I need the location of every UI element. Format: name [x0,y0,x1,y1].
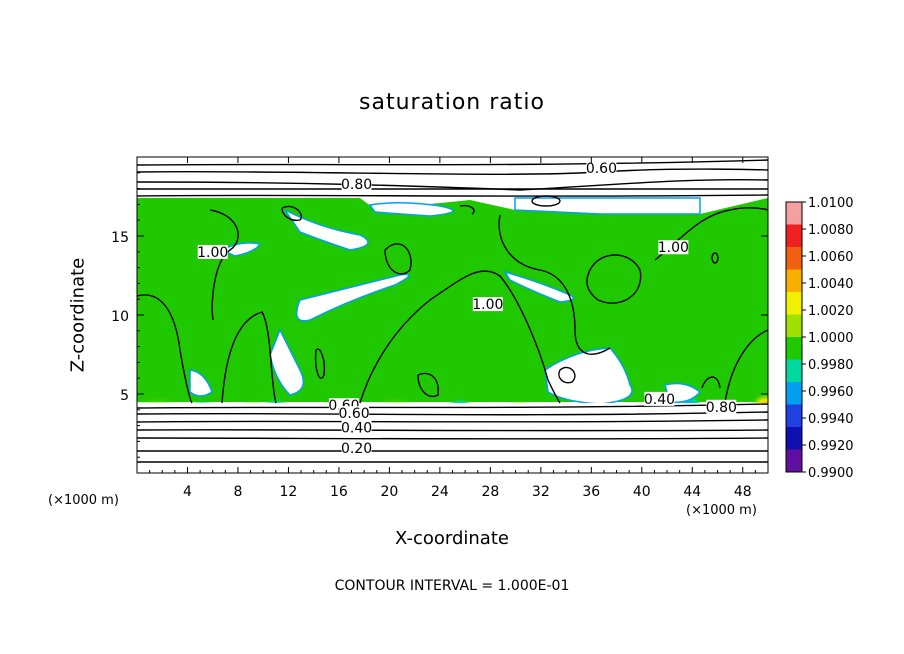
contour-label-bg [339,406,370,421]
x-tick-label: 44 [683,484,701,500]
contour-lines [137,159,768,464]
x-tick-label: 16 [330,484,348,500]
colorbar-tick-label: 1.0000 [808,331,854,346]
contour-label-bg [644,391,675,406]
colorbar-swatch [786,382,802,405]
x-tick-label: 28 [481,484,499,500]
contour-label: 1.00 [472,297,503,313]
contour-label: 0.80 [706,400,737,416]
colorbar-swatch [786,427,802,450]
colorbar-swatch [786,202,802,225]
x-axis-label: X-coordinate [395,528,509,549]
contour-label-bg [341,177,372,192]
contour-label-bg [472,297,503,312]
colorbar-tick-label: 1.0040 [808,277,854,292]
colorbar-tick-label: 1.0020 [808,304,854,319]
contour-label-bg [341,420,372,435]
y-tick-label: 10 [111,309,129,325]
contour-label-bg [586,161,617,176]
x-tick-label: 32 [532,484,550,500]
colorbar-tick-label: 0.9920 [808,439,854,454]
colorbar-tick-label: 0.9980 [808,358,854,373]
colorbar-tick-label: 1.0060 [808,250,854,265]
colorbar-swatch [786,404,802,428]
contour-label-bg [658,240,689,255]
y-axis-ticks: 5 10 15 [111,172,768,458]
chart-title: saturation ratio [359,90,545,115]
colorbar-swatch [786,449,802,473]
colorbar-tick-label: 0.9940 [808,412,854,427]
y-tick-label: 5 [120,388,129,404]
colorbar-tick-label: 0.9960 [808,385,854,400]
contour-label: 1.00 [658,240,689,256]
colorbar-swatch [786,359,802,383]
contour-label: 0.80 [341,177,372,193]
contour-labels: 0.600.801.001.001.000.800.600.600.400.20… [197,161,737,457]
colorbar-tick-label: 1.0080 [808,223,854,238]
colorbar: 1.0100 1.0080 1.0060 1.0040 1.0020 1.0000 0.99… [785,196,854,481]
y-tick-label: 15 [111,230,129,246]
contour-label: 0.40 [644,392,675,408]
colorbar-swatch [786,269,802,293]
x-tick-label: 48 [734,484,752,500]
x-tick-label: 20 [380,484,398,500]
colorbar-tick-label: 1.0100 [808,196,854,211]
x-unit-label-right: (×1000 m) [686,503,757,518]
contour-label-bg [341,440,372,455]
x-unit-label-left: (×1000 m) [48,493,119,508]
x-tick-label: 40 [633,484,651,500]
y-axis-label: Z-coordinate [67,257,89,373]
contour-label: 0.20 [341,441,372,457]
upper-clear-region [137,157,768,197]
x-tick-label: 12 [280,484,298,500]
contour-label: 0.40 [341,420,372,436]
x-axis-ticks: 4 8 12 16 20 24 28 32 36 40 44 48 [149,157,756,500]
colorbar-swatch [786,292,802,315]
x-tick-label: 24 [431,484,449,500]
contour-label: 0.60 [586,161,617,177]
colorbar-swatch [786,314,802,338]
saturated-region [137,198,768,402]
colorbar-swatch [786,337,802,360]
contour-label: 0.60 [338,406,369,422]
colorbar-swatch [786,247,802,270]
contour-label-bg [706,399,737,414]
colorbar-tick-label: 0.9900 [808,466,854,481]
x-tick-label: 36 [582,484,600,500]
x-tick-label: 8 [233,484,242,500]
colorbar-swatch [786,224,802,248]
unsaturated-pockets [189,197,702,405]
contour-interval-note: CONTOUR INTERVAL = 1.000E-01 [334,578,570,594]
contour-label: 1.00 [197,245,228,261]
x-tick-label: 4 [183,484,192,500]
field-layer [137,157,768,473]
contour-label-bg [197,244,228,259]
